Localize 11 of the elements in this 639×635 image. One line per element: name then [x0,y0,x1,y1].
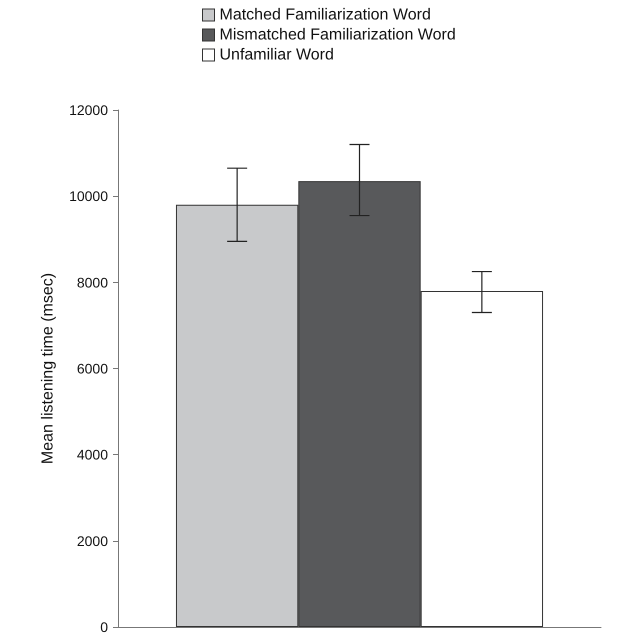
y-tick-label: 4000 [76,446,108,463]
legend-label: Unfamiliar Word [220,46,334,64]
y-tick-label: 12000 [69,102,108,118]
y-tick-label: 10000 [69,188,108,204]
y-tick-label: 8000 [76,274,108,290]
y-tick-label: 0 [100,619,108,635]
y-axis-title: Mean listening time (msec) [40,272,56,464]
legend-label: Mismatched Familiarization Word [220,26,456,44]
y-tick-label: 6000 [76,360,108,376]
y-tick-label: 2000 [76,532,108,549]
legend-label: Matched Familiarization Word [220,6,431,24]
